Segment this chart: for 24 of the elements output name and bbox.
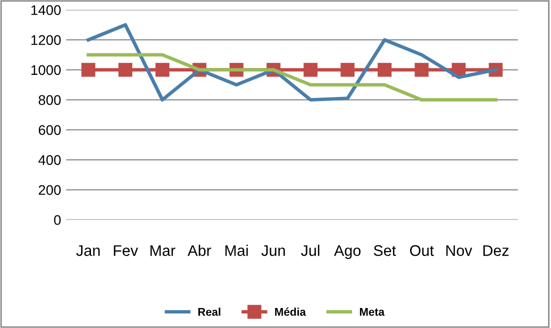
- x-tick-label: Dez: [483, 245, 509, 256]
- line-series: [86, 53, 498, 102]
- x-tick-label: Nov: [446, 245, 472, 256]
- legend-label: Real: [198, 308, 220, 316]
- x-tick-label: Out: [410, 245, 434, 256]
- y-tick-label: 1000: [31, 65, 61, 75]
- x-tick-label: Set: [374, 245, 396, 256]
- legend-label: Média: [275, 308, 306, 316]
- y-tick-label: 600: [38, 125, 61, 135]
- y-tick-label: 1200: [31, 35, 61, 45]
- x-tick-label: Abr: [188, 244, 212, 256]
- y-tick-label: 200: [38, 185, 61, 195]
- y-tick-label: 1400: [31, 5, 61, 16]
- y-tick-label: 800: [38, 95, 61, 105]
- x-tick-label: Fev: [114, 245, 138, 256]
- x-tick-label: Mai: [225, 244, 248, 256]
- x-tick-label: Jul: [301, 244, 320, 256]
- x-tick-label: Jun: [261, 245, 285, 256]
- x-tick-label: Mar: [150, 245, 176, 256]
- y-tick-label: 0: [54, 215, 61, 225]
- legend-label: Meta: [360, 308, 385, 316]
- y-tick-label: 400: [38, 155, 61, 165]
- x-tick-label: Ago: [334, 245, 361, 259]
- x-tick-label: Jan: [76, 245, 100, 256]
